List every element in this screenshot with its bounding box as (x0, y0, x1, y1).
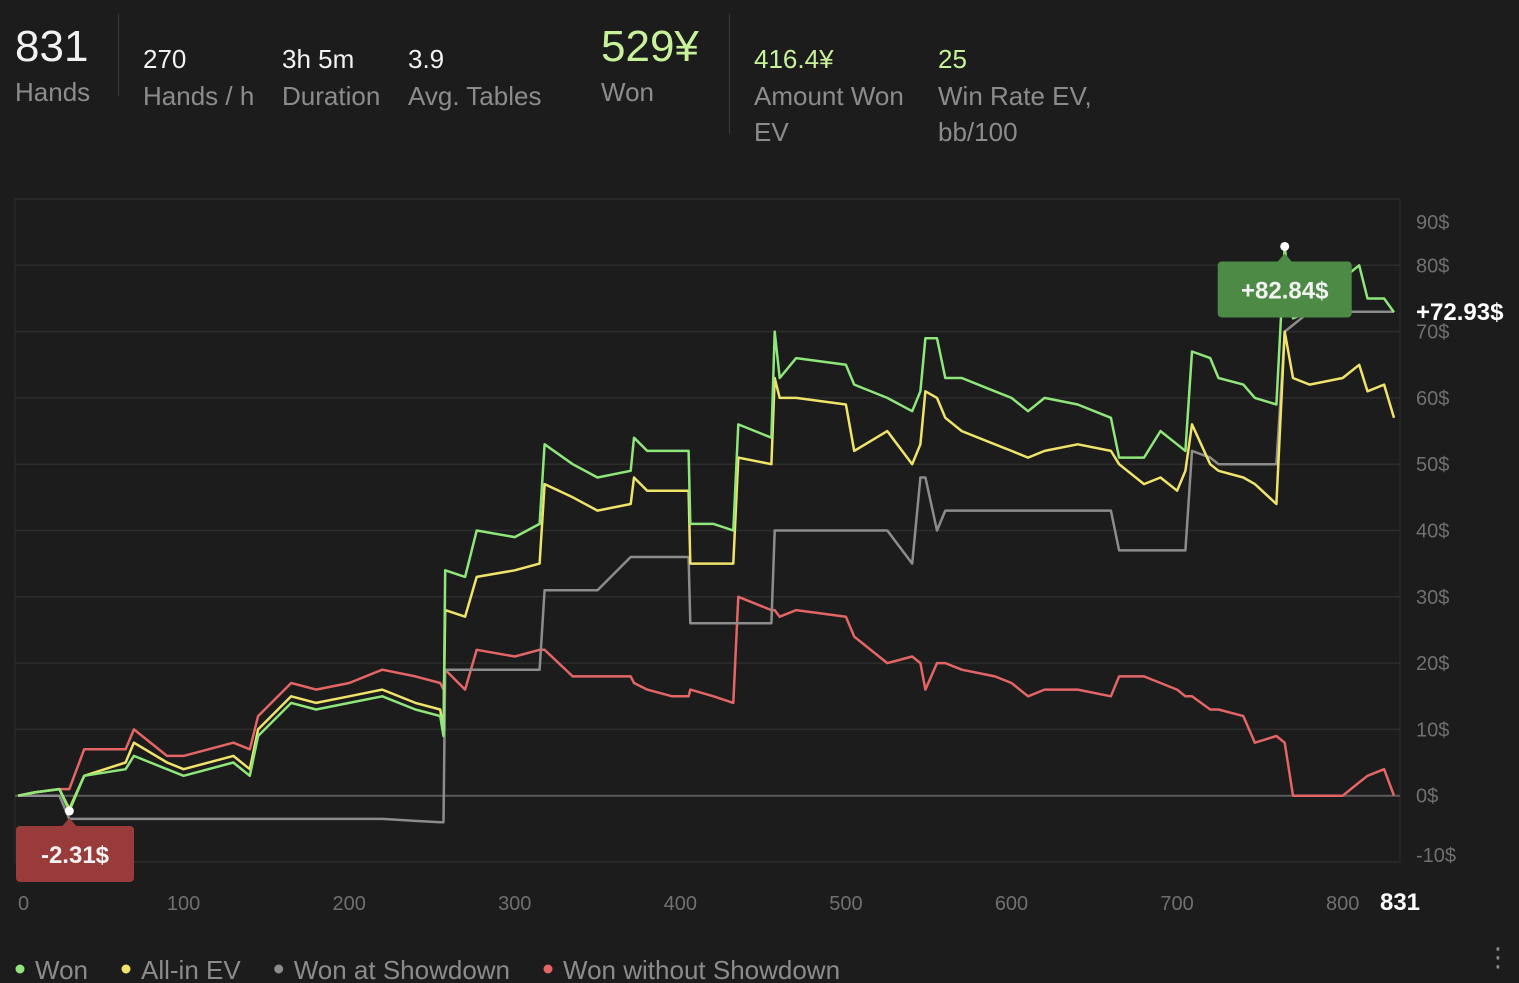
legend-dot (274, 964, 284, 974)
stat: 831 Hands (15, 22, 115, 110)
x-tick-label: 831 (1380, 889, 1420, 916)
stat-value: 529¥ (601, 22, 699, 71)
stat: 3.9 Avg. Tables (408, 44, 558, 114)
y-tick-label: 50$ (1416, 454, 1449, 476)
legend-dot (121, 964, 131, 974)
legend-label: Won (35, 955, 88, 983)
series-line (17, 245, 1396, 813)
annotation-point (64, 806, 74, 816)
stat: 270 Hands / h (143, 44, 273, 114)
y-tick-label: 70$ (1416, 322, 1449, 344)
y-tick-label: -10$ (1416, 845, 1456, 867)
x-tick-label: 300 (498, 893, 531, 915)
stat-label: Amount Won EV (754, 81, 904, 147)
stat-value: 3.9 (408, 44, 445, 74)
stat-value: 3h 5m (282, 44, 355, 74)
stat-label: Hands / h (143, 81, 255, 111)
stat: 529¥ Won (601, 22, 721, 110)
stat-label: Win Rate EV, bb/100 (938, 81, 1092, 147)
annotation-label: -2.31$ (41, 842, 110, 869)
legend-label: Won without Showdown (563, 955, 840, 983)
x-tick-label: 0 (18, 893, 29, 915)
x-tick-label: 100 (167, 893, 200, 915)
stat-value: 416.4¥ (754, 44, 834, 74)
stat-value: 270 (143, 44, 187, 74)
y-tick-label: 10$ (1416, 719, 1449, 741)
y-tick-label: 0$ (1416, 786, 1438, 808)
annotation-label: +82.84$ (1241, 277, 1329, 304)
y-tick-label: 20$ (1416, 653, 1449, 675)
y-tick-label: 90$ (1416, 212, 1449, 234)
stat-label: Avg. Tables (408, 81, 542, 111)
annotation-box (16, 826, 134, 883)
stat-label: Hands (15, 77, 91, 107)
stat: 25 Win Rate EV, bb/100 (938, 44, 1098, 150)
y-tick-label: 30$ (1416, 587, 1449, 609)
x-tick-label: 600 (995, 893, 1028, 915)
annotation-point (1280, 241, 1290, 251)
legend-label: All-in EV (141, 955, 241, 983)
x-tick-label: 200 (332, 893, 365, 915)
divider (118, 14, 119, 96)
end-label: +72.93$ (1416, 299, 1504, 326)
annotation-pointer (1277, 253, 1292, 262)
annotation-box (1217, 261, 1352, 318)
stat-value: 25 (938, 44, 967, 74)
stat-value: 831 (15, 22, 89, 71)
annotation: +82.84$ (1217, 241, 1352, 318)
legend-label: Won at Showdown (294, 955, 510, 983)
menu-icon[interactable]: ⋮ (1485, 942, 1511, 972)
annotation: -2.31$ (16, 806, 134, 883)
x-tick-label: 500 (829, 893, 862, 915)
stat-label: Duration (282, 81, 381, 111)
stat: 3h 5m Duration (282, 44, 402, 114)
divider (729, 14, 730, 134)
y-tick-label: 80$ (1416, 255, 1449, 277)
stat-label: Won (601, 77, 654, 107)
stat: 416.4¥ Amount Won EV (754, 44, 919, 150)
x-tick-label: 800 (1326, 893, 1359, 915)
x-tick-label: 400 (664, 893, 697, 915)
y-tick-label: 40$ (1416, 521, 1449, 543)
legend-dot (543, 964, 553, 974)
x-tick-label: 700 (1160, 893, 1193, 915)
annotation-pointer (62, 818, 77, 827)
legend-dot (15, 964, 25, 974)
y-tick-label: 60$ (1416, 388, 1449, 410)
